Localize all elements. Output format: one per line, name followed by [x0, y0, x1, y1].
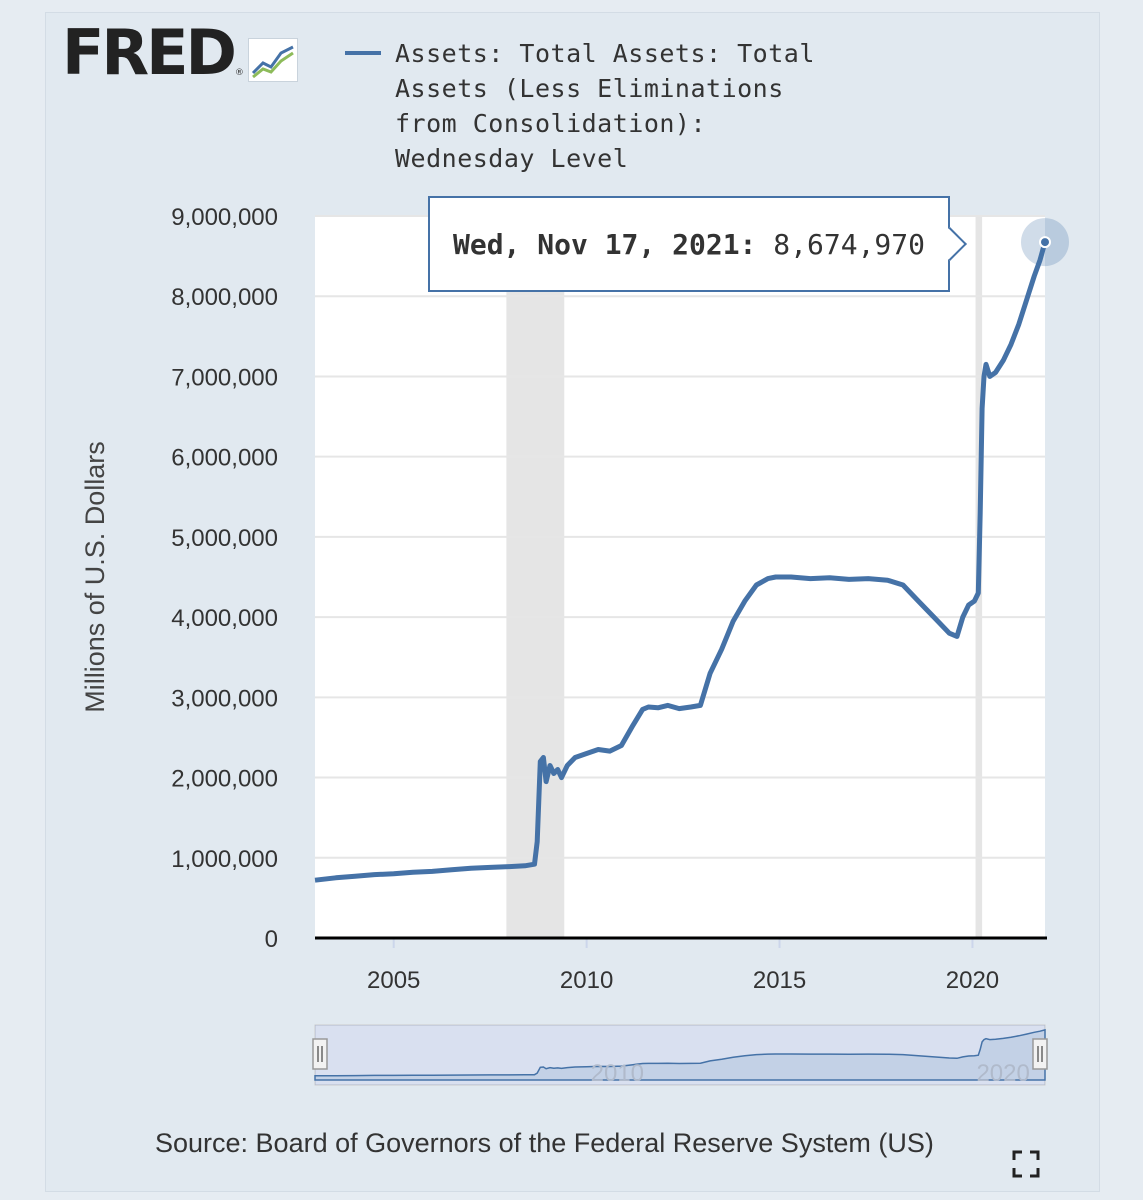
navigator-right-handle[interactable] — [1032, 1038, 1048, 1070]
tooltip-value: 8,674,970 — [773, 227, 925, 261]
logo-registered-mark: ® — [234, 68, 244, 78]
range-navigator: 2010 2020 — [312, 1024, 1048, 1087]
tooltip-date: Wed, Nov 17, 2021: — [452, 227, 757, 261]
navigator-left-handle[interactable] — [312, 1038, 328, 1070]
source-note: Source: Board of Governors of the Federa… — [155, 1128, 934, 1158]
hover-point[interactable] — [1039, 236, 1051, 249]
x-tick-label: 2015 — [753, 967, 806, 994]
logo-text: FRED — [62, 16, 237, 89]
series-layer — [314, 241, 1048, 883]
navigator-label: 2020 — [976, 1060, 1029, 1087]
y-tick-label: 1,000,000 — [171, 846, 278, 873]
legend-swatch — [345, 51, 381, 55]
y-tick-label: 8,000,000 — [171, 284, 278, 311]
fred-logo[interactable]: FRED ® — [62, 22, 298, 84]
data-tooltip: Wed, Nov 17, 2021: 8,674,970 — [428, 196, 950, 292]
y-axis-tick-labels: 0 1,000,000 2,000,000 3,000,000 4,000,000 5,0… — [171, 204, 278, 953]
trend-line-icon — [247, 38, 298, 82]
navigator-label: 2010 — [591, 1060, 644, 1087]
y-tick-label: 9,000,000 — [171, 204, 278, 231]
series-line[interactable] — [314, 241, 1048, 883]
y-tick-label: 3,000,000 — [171, 685, 278, 712]
x-tick-label: 2020 — [946, 967, 999, 994]
y-tick-label: 6,000,000 — [171, 445, 278, 472]
y-axis-label: Millions of U.S. Dollars — [80, 441, 110, 713]
hover-marker — [1021, 218, 1069, 267]
y-tick-label: 7,000,000 — [171, 364, 278, 391]
y-tick-label: 4,000,000 — [171, 605, 278, 632]
y-tick-label: 0 — [265, 926, 278, 953]
plot-area — [315, 216, 1045, 938]
x-axis-tick-labels: 2005 2010 2015 2020 — [367, 938, 999, 994]
y-tick-label: 2,000,000 — [171, 766, 278, 793]
x-tick-label: 2010 — [560, 967, 613, 994]
x-tick-label: 2005 — [367, 967, 420, 994]
legend-label: Assets: Total Assets: Total Assets (Less… — [395, 39, 815, 173]
recession-band — [506, 216, 565, 938]
fullscreen-icon[interactable] — [1012, 1150, 1040, 1178]
y-tick-label: 5,000,000 — [171, 525, 278, 552]
navigator-series — [314, 1028, 1046, 1081]
chart-legend[interactable]: Assets: Total Assets: Total Assets (Less… — [345, 36, 815, 176]
